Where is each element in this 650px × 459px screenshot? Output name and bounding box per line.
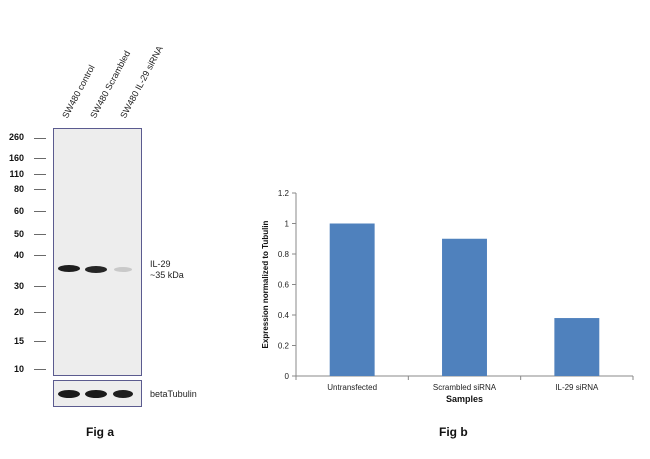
fig-a-caption: Fig a [86, 425, 115, 439]
mw-tick [34, 369, 46, 370]
mw-tick [34, 174, 46, 175]
band-label-name: IL-29 [150, 259, 171, 269]
mw-marker-20: 20 [13, 307, 24, 317]
bar [554, 318, 600, 376]
mw-tick [34, 158, 46, 159]
y-tick-label: 0.6 [278, 281, 290, 290]
x-tick-label: Scrambled siRNA [433, 383, 497, 392]
bars [329, 223, 600, 376]
mw-marker-80: 80 [13, 184, 24, 194]
mw-marker-15: 15 [13, 336, 24, 346]
x-tick-label: Untransfected [327, 383, 377, 392]
mw-marker-10: 10 [13, 364, 24, 374]
blot-membrane [53, 128, 142, 376]
il29-band-control [58, 265, 80, 272]
mw-tick [34, 189, 46, 190]
band-label-size: ~35 kDa [150, 270, 184, 280]
mw-marker-110: 110 [9, 169, 24, 179]
il29-band-sirna [114, 267, 132, 272]
tubulin-band-sirna [113, 390, 133, 398]
bar [442, 238, 487, 376]
mw-tick [34, 286, 46, 287]
x-axis-label: Samples [446, 394, 483, 404]
loading-control-label: betaTubulin [150, 389, 197, 399]
mw-tick [34, 138, 46, 139]
y-tick-label: 1.2 [278, 189, 290, 198]
mw-tick [34, 234, 46, 235]
bar-chart: 0 0.2 0.4 0.6 0.8 1 1.2 Untransfected Scrambled… [261, 189, 634, 404]
x-tick-label: IL-29 siRNA [555, 383, 599, 392]
y-axis: 0 0.2 0.4 0.6 0.8 1 1.2 [278, 189, 297, 381]
mw-tick [34, 211, 46, 212]
y-tick-label: 0.4 [278, 311, 290, 320]
bar [329, 223, 375, 376]
x-axis: Untransfected Scrambled siRNA IL-29 siRNA [295, 375, 634, 392]
mw-tick [34, 341, 46, 342]
y-tick-label: 0.2 [278, 342, 290, 351]
mw-marker-30: 30 [13, 281, 24, 291]
loading-control-membrane [53, 380, 142, 407]
y-tick-label: 1 [285, 220, 290, 229]
y-tick-label: 0 [285, 372, 290, 381]
y-tick-label: 0.8 [278, 250, 290, 259]
band-label: IL-29 ~35 kDa [150, 259, 184, 281]
y-axis-label: Expression normalized to Tubulin [261, 220, 270, 348]
fig-b-caption: Fig b [439, 425, 468, 439]
mw-marker-260: 260 [8, 132, 24, 142]
mw-tick [34, 255, 46, 256]
mw-marker-60: 60 [13, 206, 24, 216]
il29-band-scrambled [85, 266, 107, 273]
mw-marker-50: 50 [13, 229, 24, 239]
mw-marker-160: 160 [8, 153, 24, 163]
tubulin-band-scrambled [85, 390, 107, 398]
mw-marker-40: 40 [13, 250, 24, 260]
mw-tick [34, 312, 46, 313]
tubulin-band-control [58, 390, 80, 398]
